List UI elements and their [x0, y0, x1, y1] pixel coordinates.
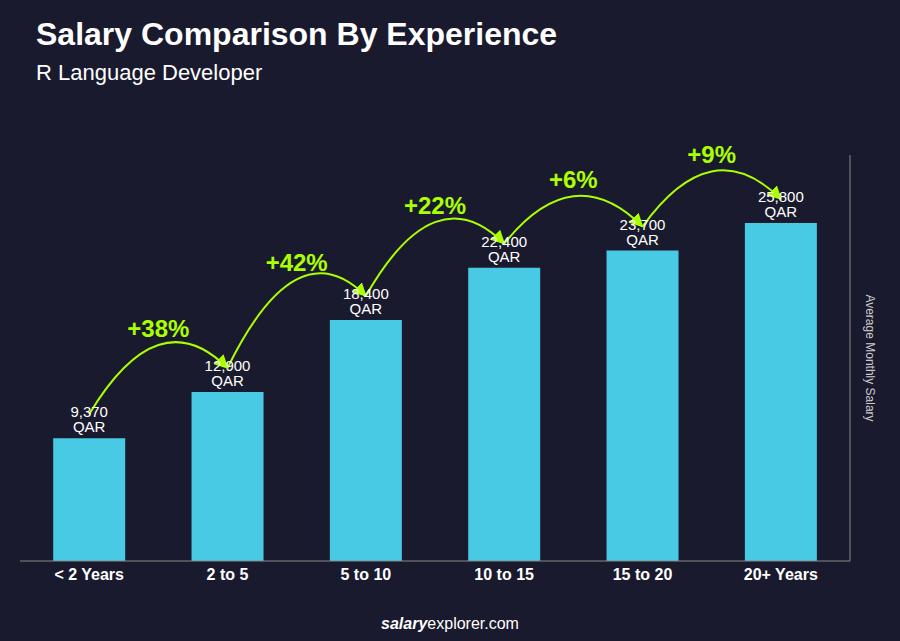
svg-text:+9%: +9% — [687, 141, 736, 168]
svg-text:20+ Years: 20+ Years — [744, 566, 818, 583]
svg-text:10 to 15: 10 to 15 — [474, 566, 534, 583]
svg-text:9,370QAR: 9,370QAR — [70, 403, 108, 435]
svg-text:+38%: +38% — [127, 315, 189, 342]
svg-text:Average Monthly Salary: Average Monthly Salary — [863, 294, 877, 421]
svg-text:25,800QAR: 25,800QAR — [758, 188, 804, 220]
svg-text:< 2 Years: < 2 Years — [54, 566, 124, 583]
svg-text:+42%: +42% — [266, 249, 328, 276]
svg-text:2 to 5: 2 to 5 — [207, 566, 249, 583]
svg-text:23,700QAR: 23,700QAR — [620, 216, 666, 248]
html-text:R Language Developer: R Language Developer — [36, 60, 263, 85]
svg-text:5 to 10: 5 to 10 — [340, 566, 391, 583]
svg-text:+22%: +22% — [404, 192, 466, 219]
svg-text:12,900QAR: 12,900QAR — [205, 357, 251, 389]
svg-text:22,400QAR: 22,400QAR — [481, 233, 527, 265]
svg-text:18,400QAR: 18,400QAR — [343, 285, 389, 317]
html-text:salary explorer.com: salary explorer.com — [381, 615, 519, 632]
svg-text:15 to 20: 15 to 20 — [613, 566, 673, 583]
svg-text:+6%: +6% — [549, 166, 598, 193]
html-text:Salary Comparison By Experienc: Salary Comparison By Experience — [36, 16, 558, 52]
